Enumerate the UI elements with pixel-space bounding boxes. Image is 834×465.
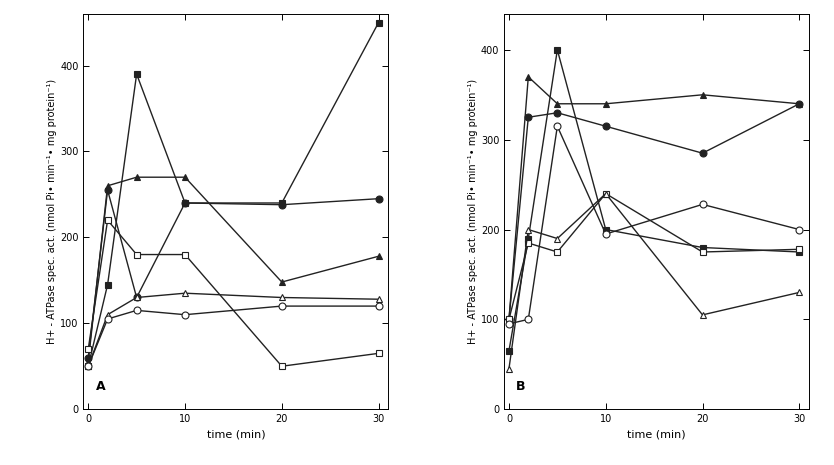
Text: B: B: [516, 380, 525, 393]
X-axis label: time (min): time (min): [207, 430, 265, 439]
Y-axis label: H+ - ATPase spec. act. (nmol Pi∙ min⁻¹∙ mg protein⁻¹): H+ - ATPase spec. act. (nmol Pi∙ min⁻¹∙ …: [48, 79, 58, 344]
X-axis label: time (min): time (min): [627, 430, 686, 439]
Text: A: A: [96, 380, 105, 393]
Y-axis label: H+ - ATPase spec. act. (nmol Pi∙ min⁻¹∙ mg protein⁻¹): H+ - ATPase spec. act. (nmol Pi∙ min⁻¹∙ …: [468, 79, 478, 344]
